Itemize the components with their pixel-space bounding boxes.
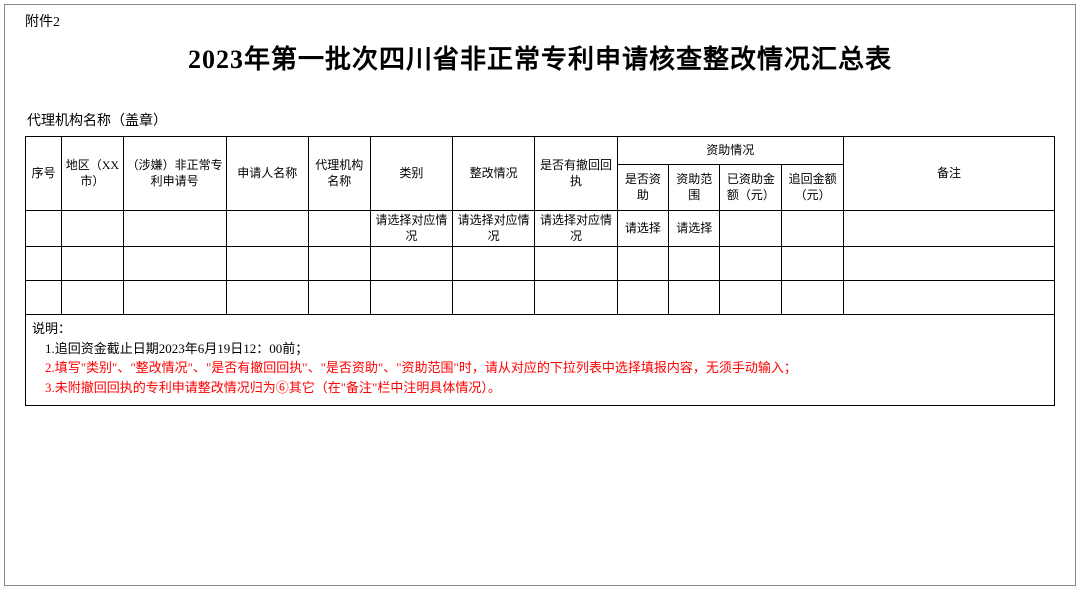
col-region: 地区（XX市） — [62, 137, 124, 211]
cell-fund-scope[interactable]: 请选择 — [669, 211, 720, 247]
table-row — [26, 247, 1055, 281]
cell-agency — [308, 211, 370, 247]
cell-funded-amt — [720, 211, 782, 247]
notes-heading: 说明： — [32, 319, 1048, 339]
cell-region — [62, 211, 124, 247]
col-rectify: 整改情况 — [452, 137, 534, 211]
col-applicant: 申请人名称 — [226, 137, 308, 211]
col-is-funded: 是否资助 — [617, 165, 668, 211]
summary-table: 序号 地区（XX市） （涉嫌）非正常专利申请号 申请人名称 代理机构名称 类别 … — [25, 136, 1055, 315]
cell-category[interactable]: 请选择对应情况 — [370, 211, 452, 247]
notes-line-2: 2.填写"类别"、"整改情况"、"是否有撤回回执"、"是否资助"、"资助范围"时… — [32, 358, 1048, 378]
col-funded-amt: 已资助金额（元） — [720, 165, 782, 211]
cell-rectify[interactable]: 请选择对应情况 — [452, 211, 534, 247]
cell-is-funded[interactable]: 请选择 — [617, 211, 668, 247]
col-funding-group: 资助情况 — [617, 137, 843, 165]
col-agency: 代理机构名称 — [308, 137, 370, 211]
col-fund-scope: 资助范围 — [669, 165, 720, 211]
col-seq: 序号 — [26, 137, 62, 211]
notes-line-1: 1.追回资金截止日期2023年6月19日12：00前； — [32, 339, 1048, 359]
page-frame: 附件2 2023年第一批次四川省非正常专利申请核查整改情况汇总表 代理机构名称（… — [4, 4, 1076, 586]
cell-applicant — [226, 211, 308, 247]
notes-section: 说明： 1.追回资金截止日期2023年6月19日12：00前； 2.填写"类别"… — [25, 315, 1055, 406]
col-remark: 备注 — [843, 137, 1054, 211]
cell-remark — [843, 211, 1054, 247]
cell-has-receipt[interactable]: 请选择对应情况 — [535, 211, 617, 247]
cell-seq — [26, 211, 62, 247]
main-title: 2023年第一批次四川省非正常专利申请核查整改情况汇总表 — [25, 39, 1055, 76]
attachment-label: 附件2 — [25, 11, 1055, 31]
col-recover-amt: 追回金额（元） — [782, 165, 844, 211]
cell-recover-amt — [782, 211, 844, 247]
notes-line-3: 3.未附撤回回执的专利申请整改情况归为⑥其它（在"备注"栏中注明具体情况）。 — [32, 378, 1048, 398]
col-suspect-no: （涉嫌）非正常专利申请号 — [123, 137, 226, 211]
col-has-receipt: 是否有撤回回执 — [535, 137, 617, 211]
col-category: 类别 — [370, 137, 452, 211]
table-row: 请选择对应情况 请选择对应情况 请选择对应情况 请选择 请选择 — [26, 211, 1055, 247]
agency-name-label: 代理机构名称（盖章） — [27, 110, 1055, 130]
cell-suspect-no — [123, 211, 226, 247]
table-row — [26, 281, 1055, 315]
